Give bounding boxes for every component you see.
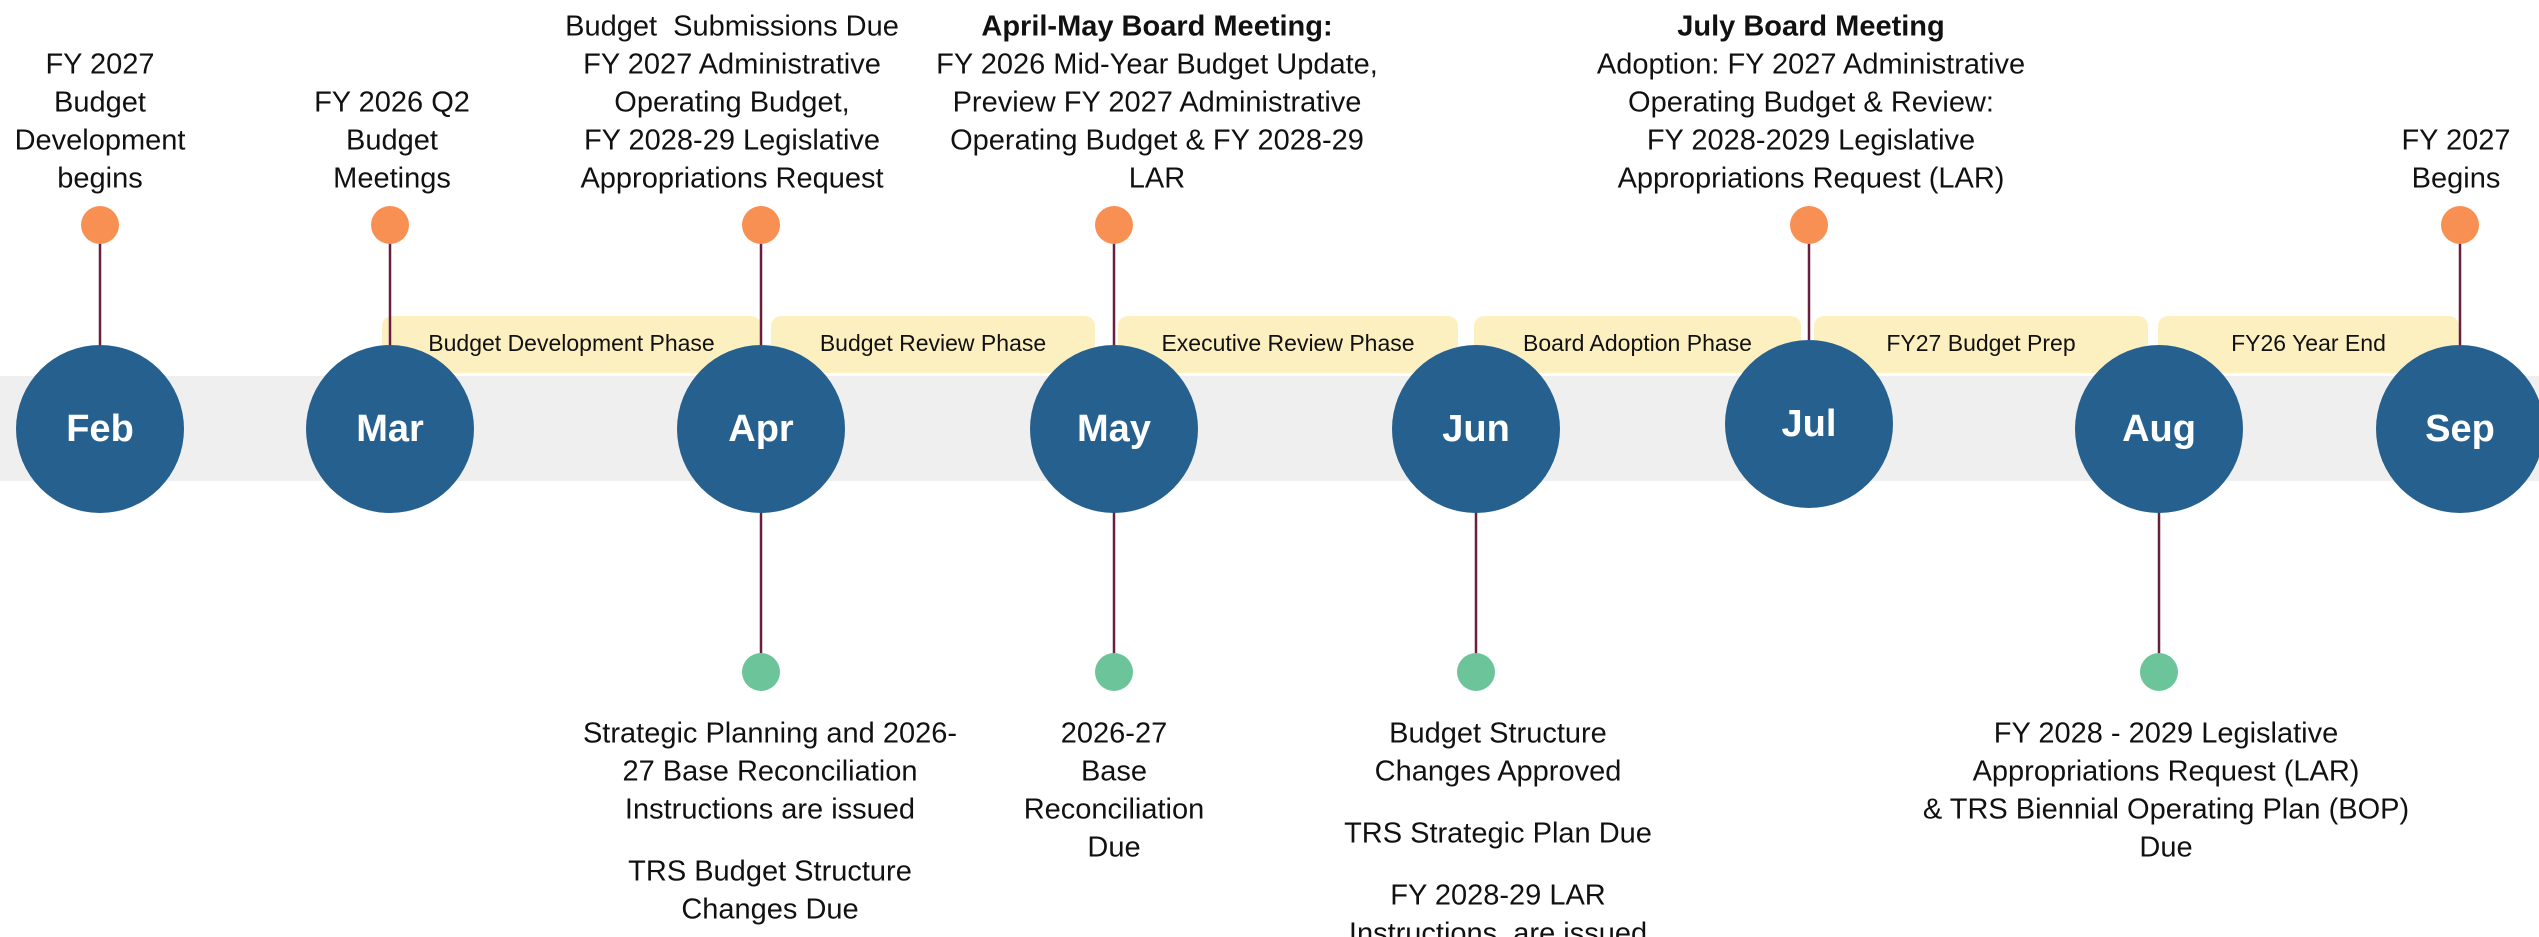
phase-box	[1474, 316, 1801, 373]
phase-box	[382, 316, 761, 373]
event-text: Appropriations Request (LAR)	[1618, 163, 2005, 195]
phase-label: Budget Development Phase	[428, 330, 714, 356]
phase-box	[771, 316, 1095, 373]
event-text: Strategic Planning and 2026-	[583, 718, 957, 750]
event-text: Operating Budget & Review:	[1628, 87, 1994, 119]
event-text: Changes Approved	[1375, 756, 1622, 788]
event-text: Development	[15, 125, 186, 157]
event-text: Adoption: FY 2027 Administrative	[1597, 49, 2025, 81]
event-text: Operating Budget,	[614, 87, 849, 119]
phase-label: Budget Review Phase	[820, 330, 1046, 356]
phase-box	[2158, 316, 2459, 373]
event-text: Preview FY 2027 Administrative	[953, 87, 1362, 119]
event-text: begins	[57, 163, 142, 195]
month-label: Sep	[2425, 408, 2495, 450]
event-text: Due	[1087, 832, 1140, 864]
event-text: FY 2028-2029 Legislative	[1647, 125, 1975, 157]
event-text: TRS Budget Structure	[628, 856, 912, 888]
event-text: FY 2027	[2401, 125, 2510, 157]
event-text: Reconciliation	[1024, 794, 1205, 826]
top-dot	[2441, 206, 2479, 244]
bottom-dot	[1457, 653, 1495, 691]
event-title: April-May Board Meeting:	[981, 11, 1332, 43]
phase-label: Board Adoption Phase	[1523, 330, 1752, 356]
event-text: Budget	[346, 125, 438, 157]
event-text: 2026-27	[1061, 718, 1167, 750]
event-text: FY 2028-29 Legislative	[584, 125, 880, 157]
month-circle	[306, 345, 474, 513]
month-label: Apr	[728, 408, 794, 450]
phase-label: FY27 Budget Prep	[1886, 330, 2075, 356]
month-circle	[1725, 340, 1893, 508]
month-circle	[2075, 345, 2243, 513]
event-text: Operating Budget & FY 2028-29	[950, 125, 1364, 157]
bottom-dot	[742, 653, 780, 691]
event-text: FY 2028-29 LAR	[1390, 880, 1606, 912]
bottom-dot	[2140, 653, 2178, 691]
month-label: Jun	[1442, 408, 1510, 450]
event-text: Budget	[54, 87, 146, 119]
month-label: Mar	[356, 408, 424, 450]
event-text: Changes Due	[681, 894, 858, 926]
event-text: Appropriations Request (LAR)	[1973, 756, 2360, 788]
month-circle	[16, 345, 184, 513]
event-text: Appropriations Request	[580, 163, 883, 195]
event-text: Instructions are issued	[625, 794, 915, 826]
event-title: July Board Meeting	[1677, 11, 1945, 43]
top-dot	[742, 206, 780, 244]
event-text: Budget Submissions Due	[565, 11, 899, 43]
top-dot	[1790, 206, 1828, 244]
month-label: May	[1077, 408, 1151, 450]
phase-label: FY26 Year End	[2231, 330, 2386, 356]
event-text: TRS Strategic Plan Due	[1344, 818, 1652, 850]
bottom-dot	[1095, 653, 1133, 691]
phase-box	[1118, 316, 1458, 373]
event-text: FY 2027 Administrative	[583, 49, 881, 81]
event-text: & TRS Biennial Operating Plan (BOP)	[1923, 794, 2409, 826]
month-circle	[1392, 345, 1560, 513]
event-text: Due	[2139, 832, 2192, 864]
month-circle	[1030, 345, 1198, 513]
phase-box	[1814, 316, 2148, 373]
event-text: Meetings	[333, 163, 451, 195]
phase-label: Executive Review Phase	[1161, 330, 1414, 356]
month-label: Jul	[1782, 403, 1837, 445]
top-dot	[81, 206, 119, 244]
month-label: Feb	[66, 408, 134, 450]
event-text: FY 2028 - 2029 Legislative	[1994, 718, 2338, 750]
event-text: Begins	[2412, 163, 2501, 195]
month-circle	[677, 345, 845, 513]
month-circle	[2376, 345, 2539, 513]
event-text: Instructions are issued	[1349, 918, 1647, 937]
month-label: Aug	[2122, 408, 2196, 450]
event-text: FY 2026 Q2	[314, 87, 470, 119]
event-text: FY 2026 Mid-Year Budget Update,	[936, 49, 1378, 81]
top-dot	[1095, 206, 1133, 244]
event-text: Budget Structure	[1389, 718, 1607, 750]
event-text: FY 2027	[45, 49, 154, 81]
top-dot	[371, 206, 409, 244]
event-text: 27 Base Reconciliation	[622, 756, 917, 788]
event-text: LAR	[1129, 163, 1185, 195]
event-text: Base	[1081, 756, 1147, 788]
